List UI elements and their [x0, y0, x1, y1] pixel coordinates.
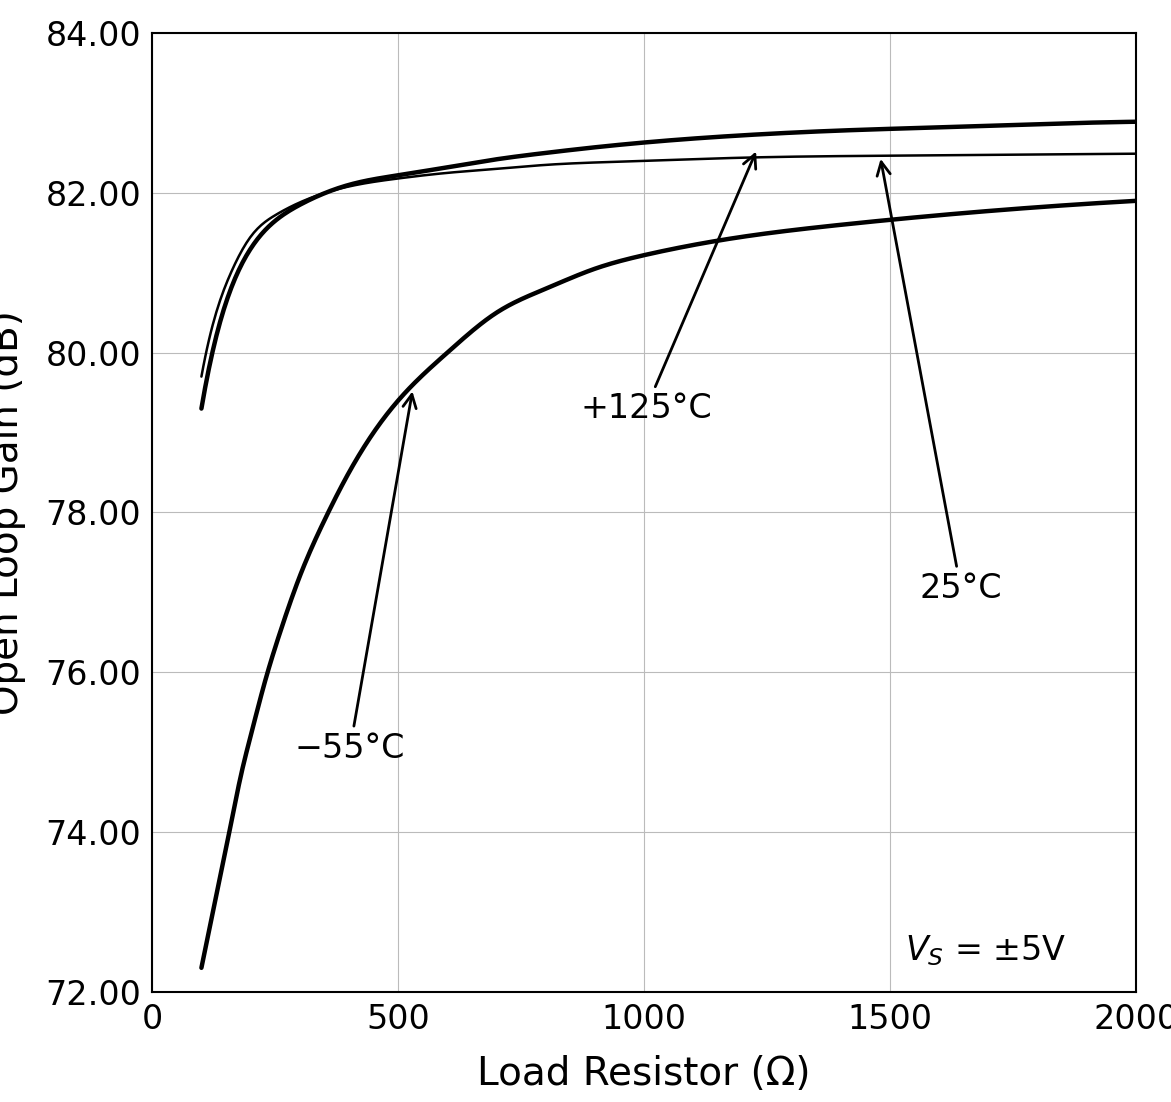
X-axis label: Load Resistor (Ω): Load Resistor (Ω) — [478, 1056, 810, 1093]
Text: +125°C: +125°C — [580, 154, 755, 425]
Y-axis label: Open Loop Gain (dB): Open Loop Gain (dB) — [0, 310, 26, 715]
Text: $V_S$ = ±5V: $V_S$ = ±5V — [905, 933, 1067, 968]
Text: −55°C: −55°C — [295, 395, 416, 765]
Text: 25°C: 25°C — [877, 162, 1002, 605]
